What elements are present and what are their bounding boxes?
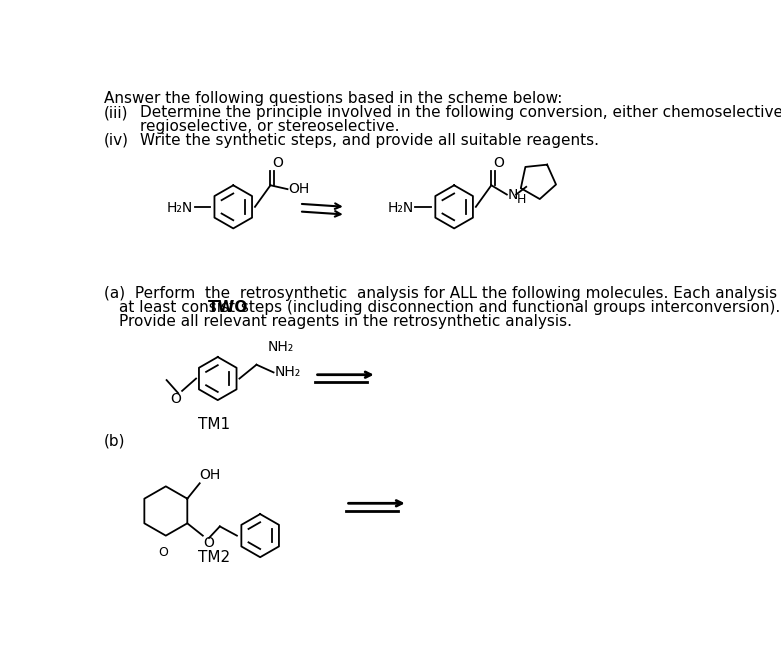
Text: (b): (b) xyxy=(104,434,125,449)
Text: steps (including disconnection and functional groups interconversion).: steps (including disconnection and funct… xyxy=(236,300,779,315)
Text: O: O xyxy=(204,537,215,551)
Text: Determine the principle involved in the following conversion, either chemoselect: Determine the principle involved in the … xyxy=(141,105,781,120)
Text: (iv): (iv) xyxy=(104,133,129,148)
Text: N: N xyxy=(508,188,518,201)
Text: O: O xyxy=(158,547,168,559)
Text: TM1: TM1 xyxy=(198,417,230,432)
Text: TM2: TM2 xyxy=(198,549,230,565)
Text: TWO: TWO xyxy=(208,300,248,315)
Text: H₂N: H₂N xyxy=(166,201,193,215)
Text: Write the synthetic steps, and provide all suitable reagents.: Write the synthetic steps, and provide a… xyxy=(141,133,599,148)
Text: O: O xyxy=(272,156,283,170)
Text: O: O xyxy=(170,392,181,406)
Text: regioselective, or stereoselective.: regioselective, or stereoselective. xyxy=(141,119,400,134)
Text: (a)  Perform  the  retrosynthetic  analysis for ALL the following molecules. Eac: (a) Perform the retrosynthetic analysis … xyxy=(104,286,781,301)
Text: OH: OH xyxy=(200,467,221,481)
Text: Provide all relevant reagents in the retrosynthetic analysis.: Provide all relevant reagents in the ret… xyxy=(119,314,572,329)
Text: H₂N: H₂N xyxy=(387,201,414,215)
Text: Answer the following questions based in the scheme below:: Answer the following questions based in … xyxy=(104,90,562,106)
Text: at least consist: at least consist xyxy=(119,300,240,315)
Text: O: O xyxy=(493,156,504,170)
Text: H: H xyxy=(517,193,526,205)
Text: NH₂: NH₂ xyxy=(275,364,301,378)
Text: OH: OH xyxy=(288,182,309,196)
Text: NH₂: NH₂ xyxy=(267,340,294,354)
Text: (iii): (iii) xyxy=(104,105,128,120)
